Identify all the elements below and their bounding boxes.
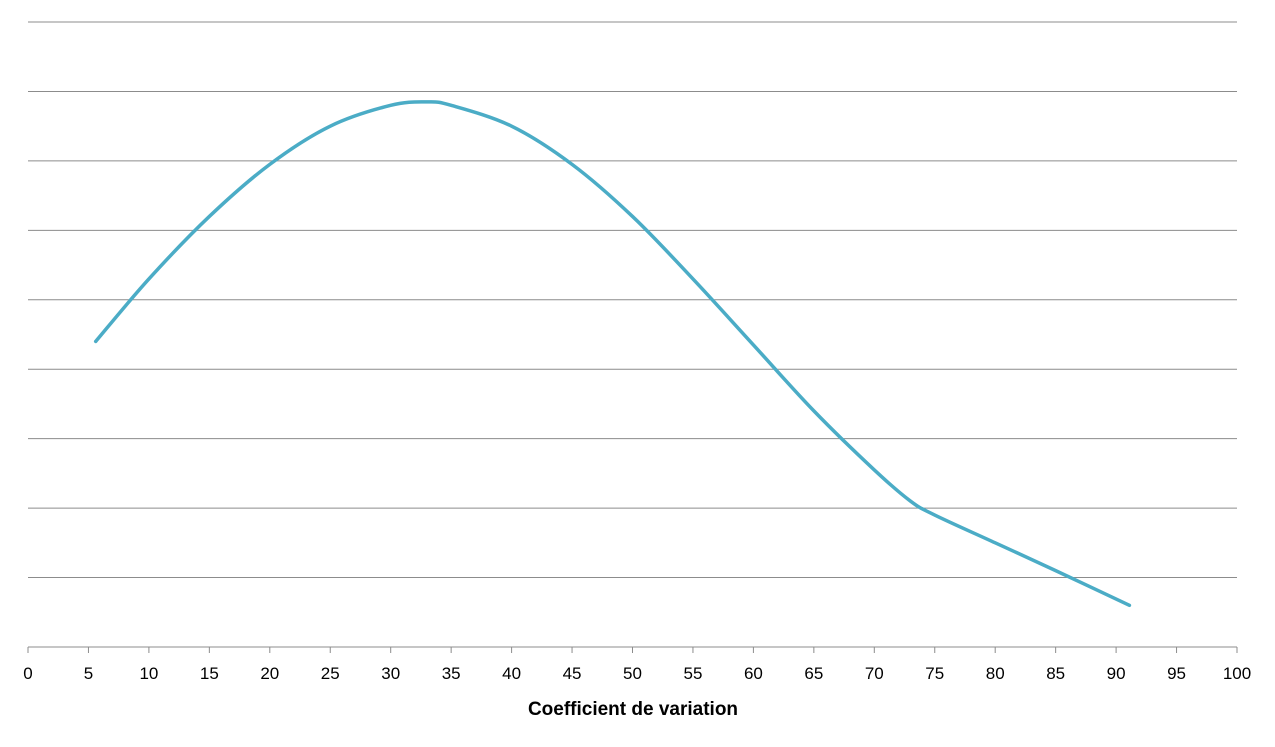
x-tick-label: 15	[200, 664, 219, 683]
x-tick-label: 50	[623, 664, 642, 683]
x-tick-label: 90	[1107, 664, 1126, 683]
x-axis-title: Coefficient de variation	[528, 699, 738, 720]
x-tick-label: 100	[1223, 664, 1251, 683]
x-tick-label: 75	[925, 664, 944, 683]
x-tick-label: 60	[744, 664, 763, 683]
x-tick-label: 5	[84, 664, 93, 683]
series-layer	[93, 100, 1132, 608]
series-line	[93, 100, 1132, 608]
x-tick-label: 65	[804, 664, 823, 683]
x-tick-label: 25	[321, 664, 340, 683]
x-tick-label: 10	[139, 664, 158, 683]
x-tick-label: 45	[563, 664, 582, 683]
x-tick-label: 95	[1167, 664, 1186, 683]
x-tick-label: 80	[986, 664, 1005, 683]
x-tick-label: 30	[381, 664, 400, 683]
x-tick-label: 20	[260, 664, 279, 683]
x-tick-label: 55	[683, 664, 702, 683]
x-tick-label: 40	[502, 664, 521, 683]
x-tick-label: 35	[442, 664, 461, 683]
x-tick-label: 70	[865, 664, 884, 683]
x-tick-label: 85	[1046, 664, 1065, 683]
x-tick-label: 0	[23, 664, 32, 683]
gridlines	[28, 21, 1237, 579]
x-axis: 0 5 10 15 20 25 30 35 40 45 50 55 60 65 70 75 80 85 90 95 10…	[23, 646, 1251, 683]
